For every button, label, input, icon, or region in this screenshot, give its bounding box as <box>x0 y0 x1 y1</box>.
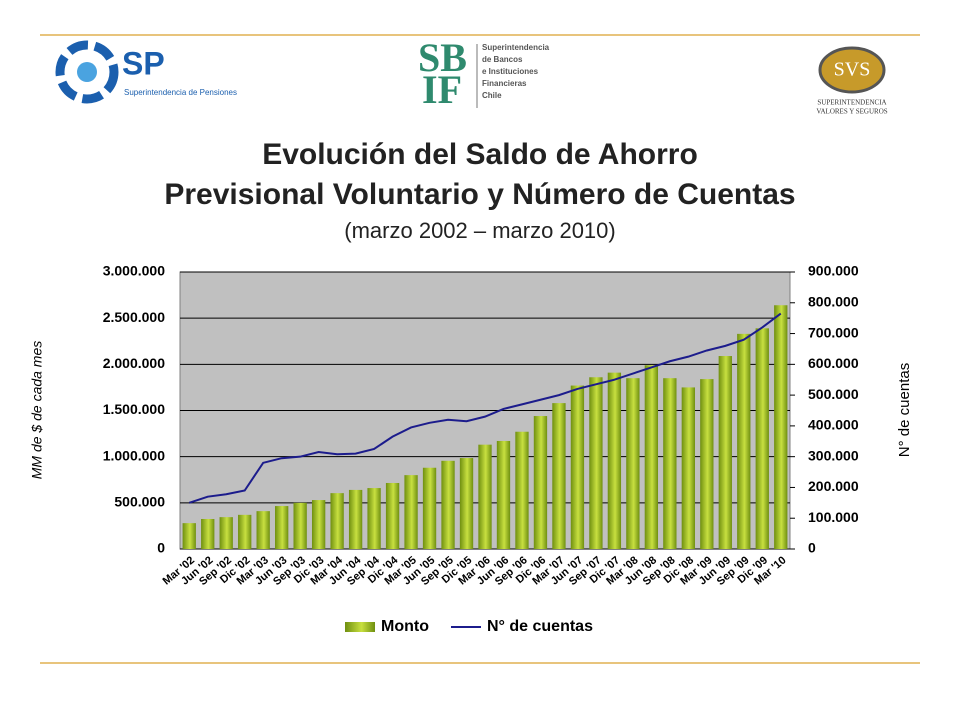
y-tick-label: 0 <box>157 540 165 556</box>
y2-axis-label: N° de cuentas <box>896 363 913 457</box>
bar <box>422 467 437 549</box>
svs-emblem <box>818 46 886 94</box>
sbif-top: SB <box>418 35 467 80</box>
y-tick-label: 3.000.000 <box>103 263 165 279</box>
bar <box>737 333 751 549</box>
bar <box>774 305 788 549</box>
bar <box>256 511 270 549</box>
sbif-caption: Chile <box>482 91 502 100</box>
svs-mark: SVS <box>834 59 871 81</box>
bar <box>700 379 714 549</box>
y-tick-label: 2.000.000 <box>103 355 165 371</box>
svs-caption: SUPERINTENDENCIA <box>817 99 886 107</box>
bar <box>663 378 677 549</box>
bar <box>348 489 363 549</box>
bar <box>570 385 585 549</box>
bar <box>644 365 659 549</box>
legend-swatch <box>345 622 375 632</box>
bar <box>219 517 233 549</box>
bar <box>404 475 418 549</box>
bar <box>478 444 492 549</box>
bar <box>367 488 381 549</box>
y2-tick-label: 400.000 <box>808 417 859 433</box>
y2-tick-label: 500.000 <box>808 386 859 402</box>
line <box>188 312 782 504</box>
chart-subtitle: (marzo 2002 – marzo 2010) <box>344 218 615 243</box>
y-axis-label: MM de $ de cada mes <box>29 341 45 480</box>
bar <box>441 460 455 549</box>
legend-label: Monto <box>381 618 429 635</box>
bar <box>182 523 196 549</box>
chart-title: Previsional Voluntario y Número de Cuent… <box>164 178 795 211</box>
sbif-caption: de Bancos <box>482 55 523 64</box>
bar <box>330 493 344 549</box>
bar <box>201 518 215 549</box>
bar <box>607 372 622 549</box>
legend-label: N° de cuentas <box>487 618 593 635</box>
bar <box>293 502 307 549</box>
y-tick-label: 500.000 <box>114 494 165 510</box>
sp-emblem-center <box>77 62 97 82</box>
svs-caption: VALORES Y SEGUROS <box>816 108 887 116</box>
sbif-caption: e Instituciones <box>482 67 539 76</box>
y2-tick-label: 0 <box>808 540 816 556</box>
bar <box>681 387 695 549</box>
y-tick-label: 1.000.000 <box>103 447 165 463</box>
y2-tick-label: 100.000 <box>808 509 859 525</box>
bar <box>515 431 529 549</box>
bar <box>385 482 400 549</box>
bar <box>238 514 252 549</box>
sp-logo: SP Superintendencia de Pensiones <box>55 40 237 104</box>
bar <box>311 500 326 549</box>
sbif-caption: Superintendencia <box>482 43 550 52</box>
sp-caption: Superintendencia de Pensiones <box>124 88 237 97</box>
bar <box>626 378 640 549</box>
sbif-bottom: IF <box>422 67 462 112</box>
sp-emblem <box>55 40 119 104</box>
y2-tick-label: 200.000 <box>808 478 859 494</box>
sbif-logo: SB IF Superintendencia de Bancos e Institu… <box>418 35 550 112</box>
y2-tick-label: 700.000 <box>808 324 859 340</box>
y2-tick-label: 600.000 <box>808 355 859 371</box>
y-tick-label: 2.500.000 <box>103 309 165 325</box>
bar <box>552 403 566 549</box>
y2-tick-label: 300.000 <box>808 447 859 463</box>
bar <box>459 458 474 549</box>
bar <box>718 356 732 549</box>
bar <box>496 440 511 549</box>
y2-tick-label: 800.000 <box>808 293 859 309</box>
bar <box>755 328 769 549</box>
bar <box>275 506 289 549</box>
bar <box>533 416 548 549</box>
y2-tick-label: 900.000 <box>808 263 859 279</box>
y-tick-label: 1.500.000 <box>103 401 165 417</box>
bar <box>589 377 603 549</box>
sbif-caption: Financieras <box>482 79 527 88</box>
chart-title: Evolución del Saldo de Ahorro <box>262 138 698 171</box>
sp-mark: SP <box>122 45 165 81</box>
